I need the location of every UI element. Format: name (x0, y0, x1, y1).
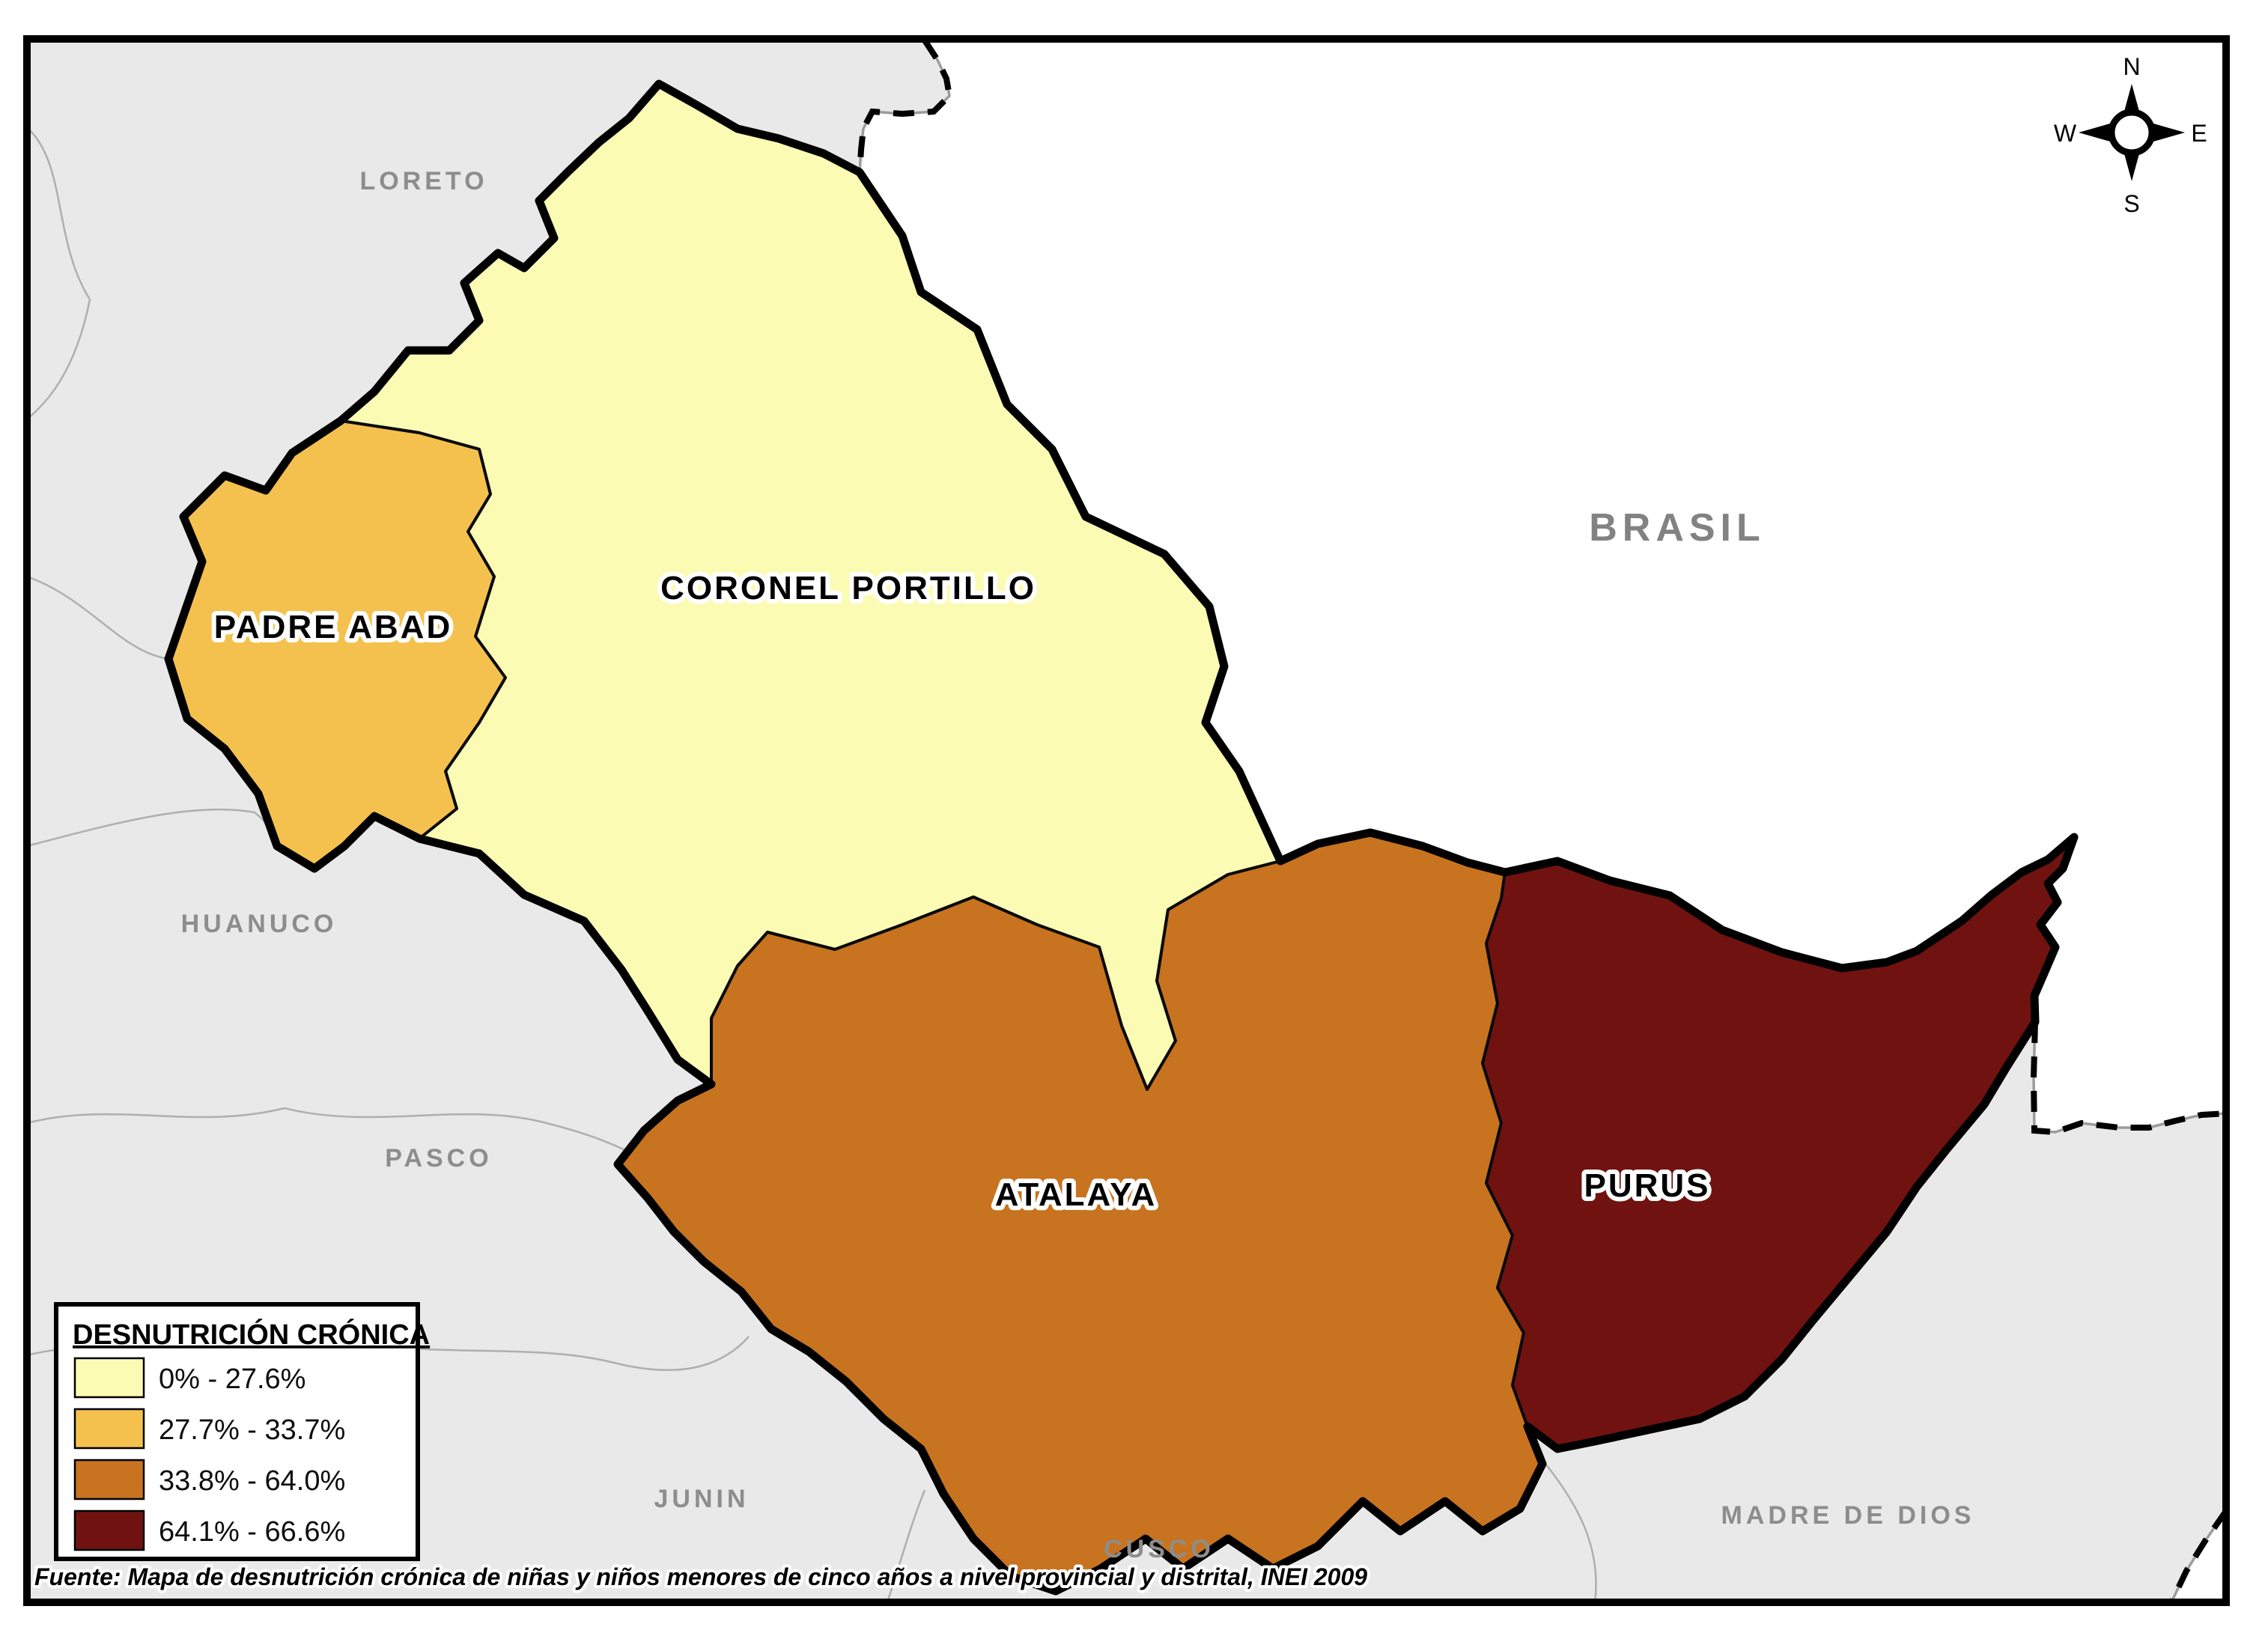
legend-swatch (73, 1509, 145, 1551)
compass-label-north: N (2123, 53, 2140, 80)
map-frame (23, 35, 2230, 1606)
department-boundary-line (1542, 1459, 1597, 1603)
department-boundary-line (26, 575, 169, 660)
peru-brazil-border-east (2030, 1021, 2227, 1136)
compass-south-pointer (2123, 148, 2141, 181)
neighbor-label-pasco: PASCO (385, 1144, 492, 1173)
compass-west-pointer (2079, 124, 2110, 142)
legend-swatch (73, 1408, 145, 1450)
compass-label-south: S (2123, 190, 2139, 217)
ucayali-region-outline (164, 79, 2079, 1596)
province-label-coronel-portillo: CORONEL PORTILLO (660, 570, 1036, 606)
neighbor-label-loreto: LORETO (359, 167, 487, 195)
brazil-area (860, 39, 2226, 1132)
neighbor-label-huanuco: HUANUCO (181, 910, 338, 938)
department-boundary-line (26, 1107, 643, 1161)
compass-rose: N E S W (2054, 53, 2207, 217)
peru-bolivia-border (2168, 1509, 2229, 1604)
neighbor-label-madre-de-dios: MADRE DE DIOS (1721, 1501, 1975, 1530)
compass-east-pointer (2153, 124, 2185, 142)
legend-item-label: 64.1% - 66.6% (159, 1516, 345, 1548)
compass-north-pointer (2123, 84, 2141, 117)
neighbor-label-cusco: CUSCO (1104, 1535, 1214, 1563)
province-label-padre-abad: PADRE ABAD (214, 609, 452, 645)
legend-swatch (73, 1459, 145, 1500)
legend-swatch (73, 1357, 145, 1399)
compass-label-east: E (2191, 120, 2207, 147)
legend-item-label: 33.8% - 64.0% (159, 1465, 345, 1497)
compass-circle (2108, 109, 2156, 156)
legend: DESNUTRICIÓN CRÓNICA 0% - 27.6% 27.7% - … (54, 1302, 430, 1561)
department-boundary-line (886, 1489, 926, 1603)
legend-item-label: 27.7% - 33.7% (159, 1414, 345, 1446)
source-note: Fuente: Mapa de desnutrición crónica de … (34, 1563, 1367, 1590)
neighbor-label-junin: JUNIN (654, 1485, 749, 1513)
department-boundary-line (26, 127, 91, 420)
legend-title: DESNUTRICIÓN CRÓNICA (73, 1318, 430, 1351)
neighbor-label-brasil: BRASIL (1589, 506, 1766, 550)
province-label-purus: PURUS (1584, 1167, 1710, 1204)
peru-brazil-border-north (857, 38, 953, 174)
province-label-atalaya: ATALAYA (995, 1176, 1158, 1213)
legend-item-label: 0% - 27.6% (159, 1363, 305, 1395)
compass-label-west: W (2054, 120, 2077, 147)
